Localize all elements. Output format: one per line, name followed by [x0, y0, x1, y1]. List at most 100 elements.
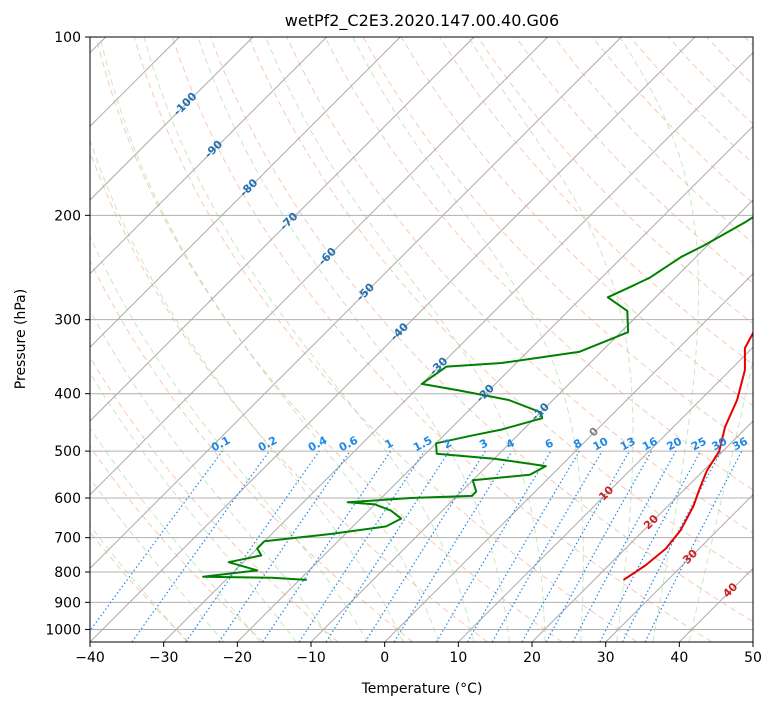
mixing-ratio-line [435, 450, 552, 642]
mixing-ratio-line [90, 450, 223, 632]
moist-adiabat-line [143, 37, 475, 642]
dry-adiabat-line [90, 445, 264, 642]
mixing-ratio-label: 10 [591, 435, 611, 454]
isotherm-line [90, 37, 696, 642]
mixing-ratio-label: 25 [689, 435, 709, 454]
dry-adiabat-line [668, 37, 753, 125]
x-axis-label: Temperature (°C) [361, 681, 483, 697]
mixing-ratio-line [572, 450, 677, 642]
moist-adiabat-line [619, 37, 699, 642]
x-tick-label: 0 [380, 650, 389, 666]
moist-adiabat-line [90, 427, 261, 642]
y-tick-label: 900 [54, 595, 81, 611]
dry-adiabat-line [515, 37, 753, 284]
dry-adiabat-line [90, 356, 339, 642]
y-tick-label: 500 [54, 444, 81, 460]
dry-adiabat-line [133, 37, 638, 642]
mixing-ratio-line [262, 450, 392, 642]
dry-adiabat-line [90, 259, 414, 642]
dry-adiabat-line [591, 37, 753, 204]
mixing-ratio-label: 2 [441, 436, 454, 451]
dry-adiabat-line [95, 37, 563, 642]
moist-adiabat-line [90, 477, 225, 642]
dry-adiabat-line [324, 37, 753, 491]
mixing-ratio-line [218, 450, 351, 642]
mixing-ratio-line [393, 450, 513, 642]
mixing-ratio-line [325, 450, 450, 642]
x-tick-label: −20 [223, 650, 253, 666]
y-tick-label: 700 [54, 531, 81, 547]
y-tick-label: 1000 [45, 622, 81, 638]
isotherm-label: -30 [427, 354, 450, 377]
temperature-profile-line [622, 331, 753, 581]
dewpoint-profile-line [202, 216, 753, 581]
isotherm-line [457, 346, 753, 642]
y-tick-label: 600 [54, 491, 81, 507]
chart-title: wetPf2_C2E3.2020.147.00.40.G06 [285, 11, 559, 31]
dry-adiabat-line [90, 150, 488, 642]
mixing-ratio-label: 36 [730, 435, 750, 454]
isotherm-line [605, 493, 753, 642]
dry-adiabat-line [286, 37, 753, 534]
mixing-ratio-label: 16 [640, 435, 660, 454]
x-tick-label: −40 [75, 650, 105, 666]
isotherm-line [310, 199, 753, 642]
isotherm-line [163, 51, 753, 642]
mixing-ratio-line [521, 450, 631, 642]
y-tick-label: 300 [54, 313, 81, 329]
y-tick-label: 100 [54, 30, 81, 46]
mixing-ratio-line [131, 450, 270, 642]
isotherm-line [90, 37, 549, 496]
moist-adiabat-line [90, 138, 404, 642]
isotherm-line [531, 420, 753, 642]
dry-adiabat-line [248, 37, 753, 578]
isotherm-label: -60 [316, 245, 339, 268]
moist-adiabat-line [99, 37, 439, 642]
y-tick-label: 200 [54, 208, 81, 224]
mixing-ratio-line [545, 450, 653, 642]
isotherm-line [90, 37, 254, 201]
mixing-ratio-label: 30 [710, 435, 730, 454]
moist-adiabat-line [265, 37, 546, 642]
x-tick-label: 50 [744, 650, 762, 666]
x-tick-label: 40 [670, 650, 688, 666]
mixing-ratio-label: 20 [664, 435, 684, 454]
dry-adiabat-line [553, 37, 753, 244]
mixing-ratio-label: 6 [543, 436, 556, 451]
moist-adiabat-line [90, 309, 333, 642]
mixing-ratio-label: 13 [618, 435, 638, 454]
moist-adiabat-line [352, 37, 584, 642]
isotherm-line [384, 272, 753, 642]
series-layer [202, 216, 753, 581]
x-tick-label: 30 [597, 650, 615, 666]
y-tick-label: 800 [54, 565, 81, 581]
isotherm-line [236, 125, 753, 642]
isotherm-line [752, 641, 753, 642]
y-tick-label: 400 [54, 387, 81, 403]
x-tick-label: −10 [296, 650, 326, 666]
moist-adiabat-line [688, 358, 753, 642]
mixing-ratio-line [364, 450, 486, 642]
mixing-ratio-line [599, 450, 702, 642]
moist-adiabat-line [197, 37, 510, 642]
label-layer: 0.1 0.2 0.4 0.6 1 1.5 2 3 4 6 8 10 13 16 20 25 30 36-100-… [171, 90, 750, 601]
moist-adiabat-line [90, 235, 369, 642]
mixing-ratio-label: 4 [504, 436, 517, 451]
x-tick-label: −30 [149, 650, 179, 666]
dry-adiabat-line [706, 37, 753, 86]
isotherm-line [90, 37, 401, 349]
mixing-ratio-label: 3 [477, 436, 490, 451]
isotherm-line [90, 37, 622, 570]
isotherm-label: 30 [680, 547, 700, 567]
mixing-ratio-line [185, 450, 320, 642]
isotherm-line [90, 37, 475, 422]
mixing-ratio-line [298, 450, 425, 642]
x-tick-label: 20 [523, 650, 541, 666]
dry-adiabat-line [210, 37, 753, 623]
dry-adiabat-line [171, 37, 712, 642]
y-axis-label: Pressure (hPa) [13, 289, 29, 389]
moist-adiabat-line [90, 371, 297, 642]
isotherm-line [90, 37, 328, 275]
axis-layer: −40 −30 −20 −10 0 10 20 30 40 50 100 200 300 400 500 60… [45, 30, 762, 666]
plot-frame [89, 36, 754, 643]
